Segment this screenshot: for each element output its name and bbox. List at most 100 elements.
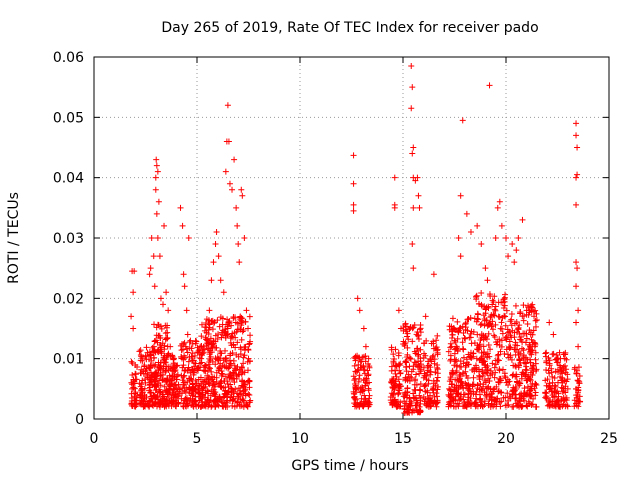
data-point <box>451 326 458 333</box>
data-point <box>220 403 227 410</box>
data-point <box>152 382 159 389</box>
data-point <box>414 174 421 181</box>
data-point <box>433 390 440 397</box>
data-point <box>142 367 149 374</box>
data-point <box>520 352 527 359</box>
data-point <box>238 322 245 329</box>
data-point <box>161 383 168 390</box>
data-point <box>545 399 552 406</box>
data-point <box>512 400 519 407</box>
data-point <box>153 156 160 163</box>
data-point <box>392 362 399 369</box>
data-point <box>233 204 240 211</box>
data-point <box>179 346 186 353</box>
data-point <box>177 204 184 211</box>
data-point <box>408 105 415 112</box>
data-point <box>201 376 208 383</box>
data-point <box>512 346 519 353</box>
data-point <box>410 324 417 331</box>
data-point <box>550 331 557 338</box>
data-point <box>546 386 553 393</box>
data-point <box>409 407 416 414</box>
data-point <box>468 340 475 347</box>
data-point <box>445 348 452 355</box>
data-point <box>498 337 505 344</box>
data-point <box>422 352 429 359</box>
data-point <box>506 345 513 352</box>
data-point <box>132 371 139 378</box>
data-point <box>461 399 468 406</box>
data-point <box>412 177 419 184</box>
data-point <box>158 325 165 332</box>
data-point <box>508 310 515 317</box>
data-point <box>230 393 237 400</box>
data-point <box>128 358 135 365</box>
data-point <box>433 403 440 410</box>
data-point <box>211 391 218 398</box>
data-point <box>425 377 432 384</box>
data-point <box>232 386 239 393</box>
data-point <box>226 364 233 371</box>
data-point <box>446 385 453 392</box>
data-point <box>474 342 481 349</box>
data-point <box>489 394 496 401</box>
data-point <box>423 402 430 409</box>
data-point <box>172 391 179 398</box>
data-point <box>352 368 359 375</box>
data-point <box>151 354 158 361</box>
data-point <box>224 102 231 109</box>
data-point <box>226 357 233 364</box>
data-point <box>151 378 158 385</box>
data-point <box>150 253 157 260</box>
data-point <box>247 332 254 339</box>
data-point <box>455 403 462 410</box>
data-point <box>234 326 241 333</box>
data-point <box>512 383 519 390</box>
data-point <box>214 396 221 403</box>
data-point <box>527 348 534 355</box>
data-point <box>574 171 581 178</box>
data-point <box>496 366 503 373</box>
data-point <box>516 356 523 363</box>
data-point <box>575 307 582 314</box>
data-point <box>463 372 470 379</box>
data-point <box>489 297 496 304</box>
data-point <box>182 354 189 361</box>
data-point <box>415 335 422 342</box>
data-point <box>546 370 553 377</box>
data-point <box>462 335 469 342</box>
data-point <box>128 379 135 386</box>
data-point <box>201 346 208 353</box>
data-point <box>417 400 424 407</box>
data-point <box>165 350 172 357</box>
data-point <box>501 312 508 319</box>
data-point <box>140 397 147 404</box>
data-point <box>240 397 247 404</box>
data-point <box>478 355 485 362</box>
data-point <box>576 373 583 380</box>
data-point <box>209 326 216 333</box>
x-axis-label: GPS time / hours <box>291 458 408 474</box>
data-point <box>220 289 227 296</box>
data-point <box>156 388 163 395</box>
data-point <box>526 356 533 363</box>
data-point <box>242 318 249 325</box>
data-point <box>230 313 237 320</box>
data-point <box>246 341 253 348</box>
data-point <box>203 342 210 349</box>
data-point <box>525 373 532 380</box>
data-point <box>195 386 202 393</box>
data-point <box>202 368 209 375</box>
data-point <box>531 343 538 350</box>
data-point <box>227 370 234 377</box>
data-point <box>214 353 221 360</box>
data-point <box>169 389 176 396</box>
data-point <box>216 380 223 387</box>
data-point <box>181 339 188 346</box>
data-point <box>427 371 434 378</box>
data-point <box>533 366 540 373</box>
data-point <box>390 380 397 387</box>
data-point <box>151 338 158 345</box>
data-point <box>449 315 456 322</box>
data-point <box>219 321 226 328</box>
